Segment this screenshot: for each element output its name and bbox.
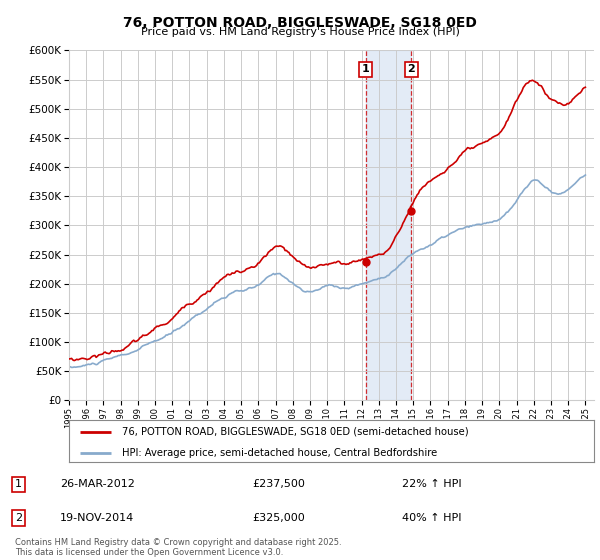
Text: 1: 1 <box>362 64 370 74</box>
Text: 22% ↑ HPI: 22% ↑ HPI <box>402 479 461 489</box>
Text: Contains HM Land Registry data © Crown copyright and database right 2025.
This d: Contains HM Land Registry data © Crown c… <box>15 538 341 557</box>
Text: £237,500: £237,500 <box>252 479 305 489</box>
Text: 1: 1 <box>15 479 22 489</box>
Text: 40% ↑ HPI: 40% ↑ HPI <box>402 513 461 523</box>
Text: 19-NOV-2014: 19-NOV-2014 <box>60 513 134 523</box>
Text: 76, POTTON ROAD, BIGGLESWADE, SG18 0ED (semi-detached house): 76, POTTON ROAD, BIGGLESWADE, SG18 0ED (… <box>121 427 468 437</box>
Text: 26-MAR-2012: 26-MAR-2012 <box>60 479 135 489</box>
Bar <box>365 50 412 400</box>
Text: Price paid vs. HM Land Registry's House Price Index (HPI): Price paid vs. HM Land Registry's House … <box>140 27 460 37</box>
Text: 2: 2 <box>15 513 22 523</box>
Text: 2: 2 <box>407 64 415 74</box>
Text: HPI: Average price, semi-detached house, Central Bedfordshire: HPI: Average price, semi-detached house,… <box>121 448 437 458</box>
Text: 76, POTTON ROAD, BIGGLESWADE, SG18 0ED: 76, POTTON ROAD, BIGGLESWADE, SG18 0ED <box>123 16 477 30</box>
Text: £325,000: £325,000 <box>252 513 305 523</box>
